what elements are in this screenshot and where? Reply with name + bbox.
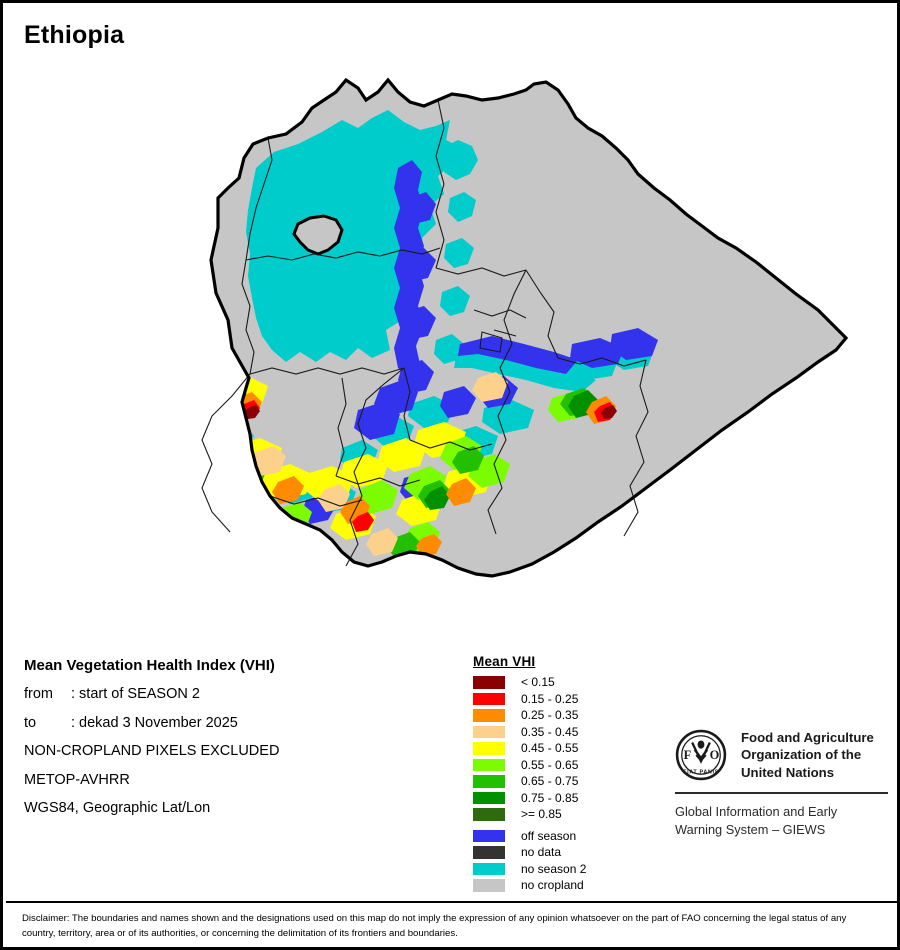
projection-note: WGS84, Geographic Lat/Lon [24,800,211,816]
legend-swatch [473,879,505,892]
fao-branding: F O FIAT PANIS Food and Agriculture Orga… [675,729,890,838]
legend-item[interactable]: 0.35 - 0.45 [473,724,586,741]
fao-name-line-1: Food and Agriculture [741,730,874,745]
vhi-heading: Mean Vegetation Health Index (VHI) [24,657,275,674]
period-from-key: from [24,686,53,702]
legend-label: 0.45 - 0.55 [521,741,579,756]
legend-title: Mean VHI [473,654,536,669]
legend-swatch [473,725,505,738]
legend-label: no season 2 [521,861,587,876]
giews-line-1: Global Information and Early [675,804,838,820]
giews-line-2: Warning System – GIEWS [675,821,826,837]
fao-logo-icon: F O FIAT PANIS [675,729,727,781]
fao-org-name: Food and Agriculture Organization of the… [741,729,874,781]
legend-item-status[interactable]: no season 2 [473,861,586,878]
legend-swatch [473,791,505,804]
legend-item[interactable]: 0.55 - 0.65 [473,757,586,774]
map-metadata: Mean Vegetation Health Index (VHI) from:… [24,658,454,830]
fao-name-line-2: Organization of the [741,747,862,763]
legend-item[interactable]: < 0.15 [473,674,586,691]
page-title: Ethiopia [24,21,125,49]
period-from-row: from : start of SEASON 2 [24,687,454,702]
sensor-note: METOP-AVHRR [24,771,130,788]
fao-divider [675,792,888,795]
mask-note: NON-CROPLAND PIXELS EXCLUDED [24,743,280,759]
legend-swatch [473,829,505,842]
svg-text:O: O [710,748,720,762]
legend-item-status[interactable]: no data [473,844,586,861]
legend-swatch [473,775,505,788]
legend-swatch [473,862,505,875]
legend-label: 0.35 - 0.45 [521,724,579,739]
legend-swatch [473,676,505,689]
legend-swatch [473,808,505,821]
legend-item-status[interactable]: off season [473,828,586,845]
legend-swatch [473,846,505,859]
map-canvas[interactable] [6,48,900,638]
legend-label: off season [521,828,577,843]
legend-label: 0.15 - 0.25 [521,691,579,706]
legend-item[interactable]: 0.15 - 0.25 [473,691,586,708]
fao-name-line-3: United Nations [741,764,835,780]
disclaimer-divider [6,901,897,903]
legend-item[interactable]: 0.25 - 0.35 [473,707,586,724]
legend-item[interactable]: 0.45 - 0.55 [473,740,586,757]
legend-swatch [473,692,505,705]
period-to-row: to : dekad 3 November 2025 [24,714,454,731]
map-legend: Mean VHI < 0.15 0.15 - 0.25 0.25 - 0.35 … [473,654,586,894]
legend-swatch [473,742,505,755]
legend-label: 0.25 - 0.35 [521,708,579,723]
legend-label: no cropland [521,878,584,893]
svg-text:FIAT PANIS: FIAT PANIS [683,770,719,776]
legend-label: 0.55 - 0.65 [521,757,579,772]
ethiopia-map-svg[interactable] [6,48,900,638]
legend-swatch [473,758,505,771]
legend-label: < 0.15 [521,675,555,690]
legend-label: no data [521,845,562,860]
legend-item[interactable]: >= 0.85 [473,806,586,823]
period-to-key: to [24,714,37,731]
legend-label: >= 0.85 [521,807,562,822]
giews-name: Global Information and Early Warning Sys… [675,803,890,838]
period-to-value: : dekad 3 November 2025 [71,714,238,731]
legend-item[interactable]: 0.65 - 0.75 [473,773,586,790]
disclaimer-text: Disclaimer: The boundaries and names sho… [22,913,847,939]
period-from-value: : start of SEASON 2 [71,686,200,702]
legend-swatch [473,709,505,722]
legend-item[interactable]: 0.75 - 0.85 [473,790,586,807]
legend-item-status[interactable]: no cropland [473,877,586,894]
lake-tana [292,214,344,256]
legend-label: 0.65 - 0.75 [521,774,579,789]
admin-boundaries [201,99,649,567]
svg-text:F: F [684,748,692,762]
legend-label: 0.75 - 0.85 [521,790,579,805]
